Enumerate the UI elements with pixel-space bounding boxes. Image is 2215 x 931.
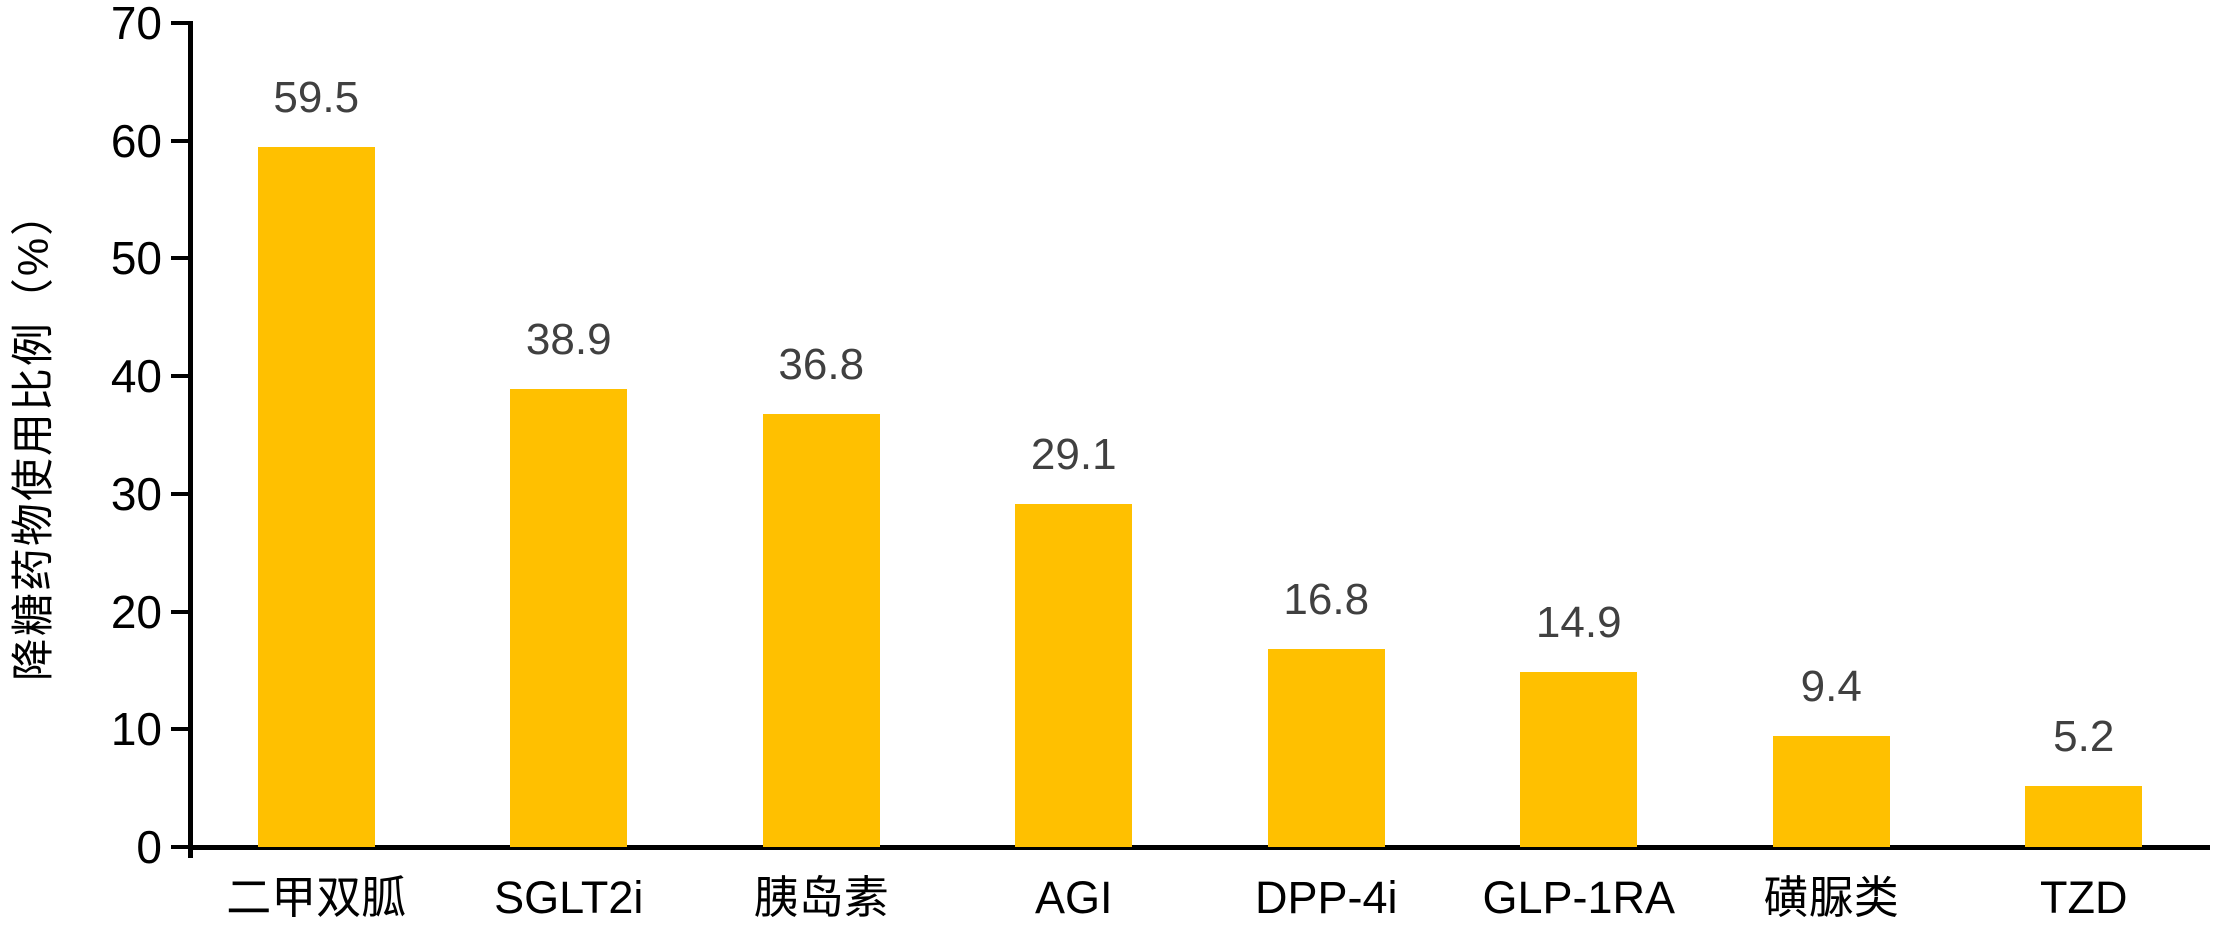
x-axis-line xyxy=(188,845,2210,850)
bar xyxy=(2025,785,2143,847)
bar-value-label: 59.5 xyxy=(273,72,360,122)
y-tick-mark xyxy=(171,21,188,25)
x-category-label: AGI xyxy=(1034,872,1113,923)
y-tick-label: 0 xyxy=(136,821,162,873)
y-tick-label: 50 xyxy=(110,232,162,285)
bar xyxy=(1267,649,1385,847)
bar xyxy=(1772,736,1890,847)
x-category-label: GLP-1RA xyxy=(1482,872,1676,923)
bar xyxy=(510,389,628,847)
bar xyxy=(762,413,880,847)
y-tick-label: 60 xyxy=(110,114,162,167)
bar-value-label: 9.4 xyxy=(1800,662,1862,712)
bar-value-label: 38.9 xyxy=(525,315,612,365)
bar-value-label: 36.8 xyxy=(778,339,865,389)
bar xyxy=(1015,504,1133,847)
x-category-label: 二甲双胍 xyxy=(226,872,407,923)
y-tick-mark xyxy=(171,374,188,379)
y-tick-label: 40 xyxy=(110,350,162,403)
bar-value-label: 5.2 xyxy=(2053,711,2115,761)
y-tick-label: 20 xyxy=(110,585,162,638)
y-axis-line xyxy=(188,21,193,858)
x-category-label: 磺脲类 xyxy=(1763,872,1899,923)
x-category-label: SGLT2i xyxy=(494,872,644,923)
y-tick-mark xyxy=(171,727,188,732)
x-category-label: TZD xyxy=(2040,872,2128,923)
y-tick-mark xyxy=(171,845,188,849)
bar-value-label: 16.8 xyxy=(1283,575,1370,625)
y-tick-mark xyxy=(171,256,188,261)
bar-value-label: 29.1 xyxy=(1030,430,1117,480)
x-category-label: 胰岛素 xyxy=(753,872,889,923)
y-tick-label: 70 xyxy=(110,0,162,49)
bar-value-label: 14.9 xyxy=(1535,597,1622,647)
x-category-label: DPP-4i xyxy=(1254,872,1398,923)
bar xyxy=(257,146,375,847)
y-tick-mark xyxy=(171,609,188,614)
y-tick-mark xyxy=(171,138,188,143)
y-tick-label: 10 xyxy=(110,703,162,756)
y-tick-label: 30 xyxy=(110,467,162,520)
y-tick-mark xyxy=(171,491,188,496)
bar xyxy=(1520,671,1638,847)
